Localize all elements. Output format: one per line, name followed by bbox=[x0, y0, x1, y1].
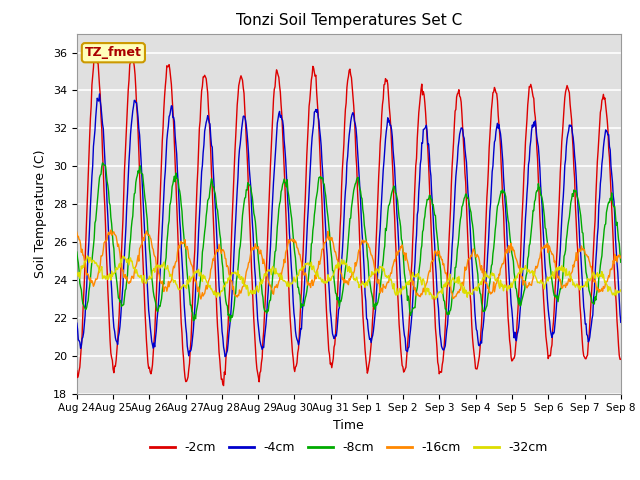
X-axis label: Time: Time bbox=[333, 419, 364, 432]
Title: Tonzi Soil Temperatures Set C: Tonzi Soil Temperatures Set C bbox=[236, 13, 462, 28]
Text: TZ_fmet: TZ_fmet bbox=[85, 46, 142, 59]
Y-axis label: Soil Temperature (C): Soil Temperature (C) bbox=[35, 149, 47, 278]
Legend: -2cm, -4cm, -8cm, -16cm, -32cm: -2cm, -4cm, -8cm, -16cm, -32cm bbox=[145, 436, 553, 459]
